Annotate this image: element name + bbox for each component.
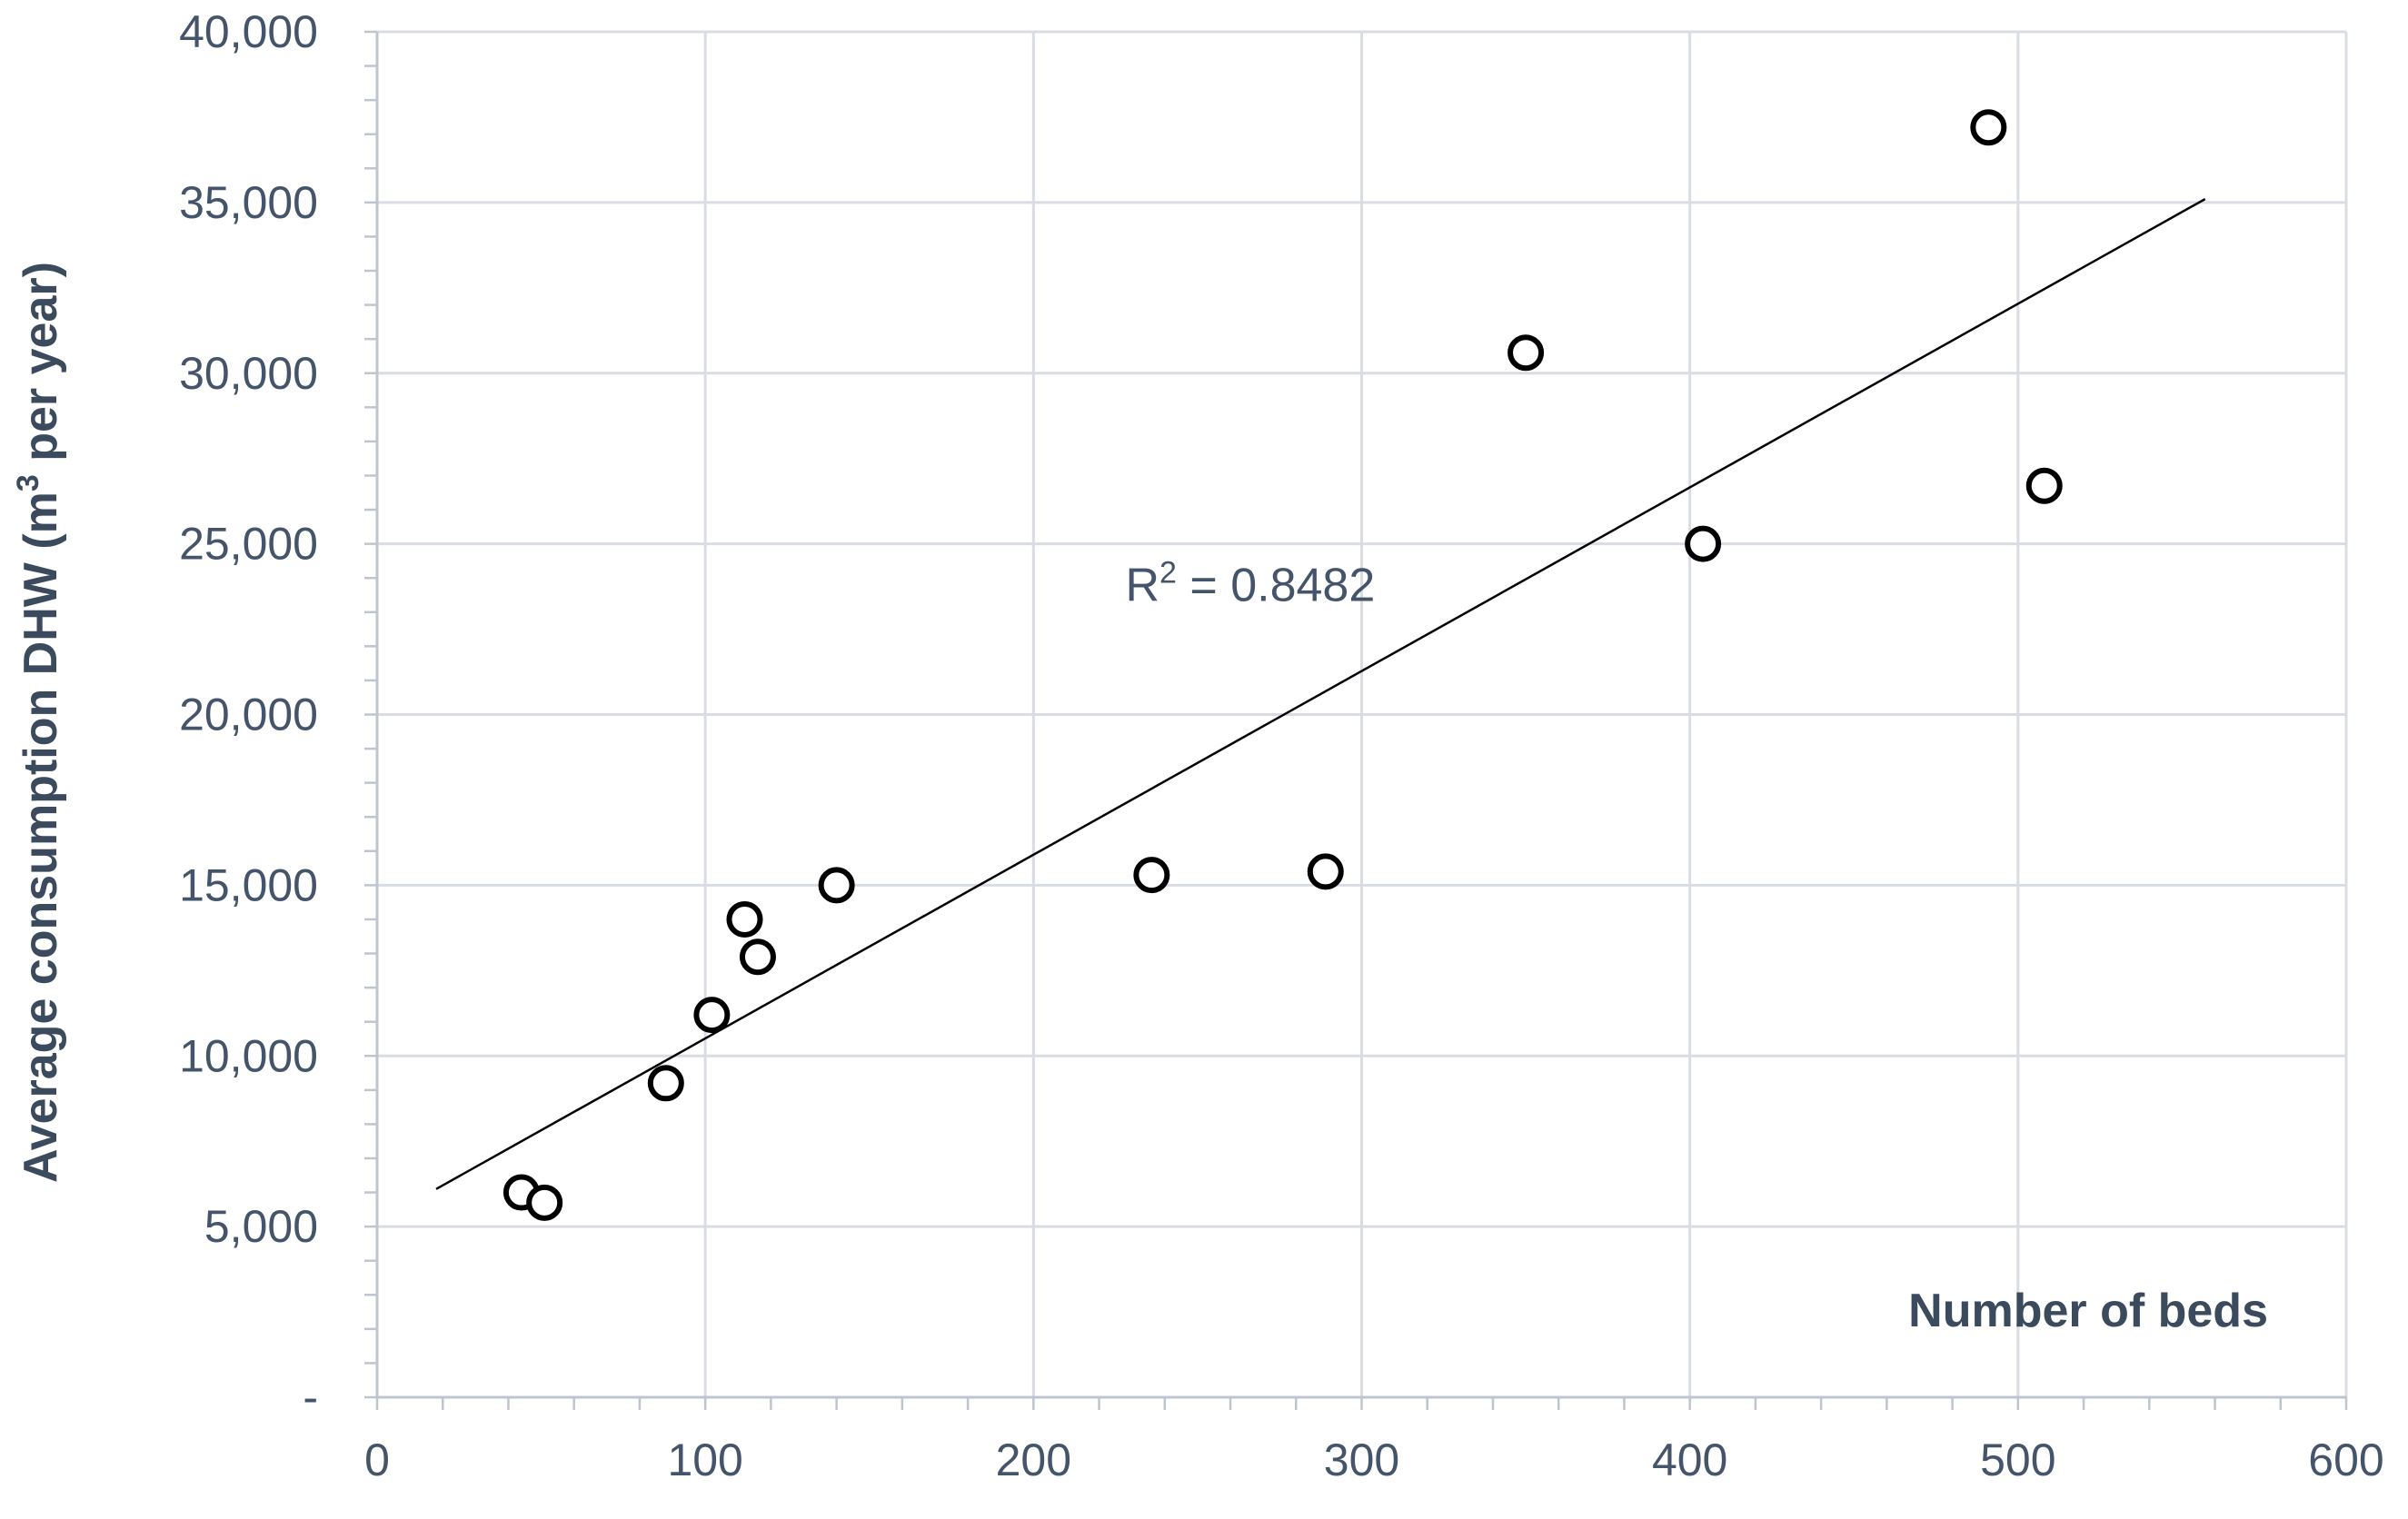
y-tick-label: 40,000 <box>179 6 318 57</box>
x-axis-title: Number of beds <box>1908 1285 2268 1337</box>
y-tick-label: - <box>303 1372 318 1423</box>
y-axis-title-end: per year) <box>15 262 67 474</box>
y-tick-label: 30,000 <box>179 348 318 399</box>
y-tick-label: 20,000 <box>179 690 318 740</box>
data-point <box>693 997 731 1034</box>
data-point <box>1133 857 1170 894</box>
x-tick-label: 600 <box>2308 1435 2383 1485</box>
y-tick-label: 15,000 <box>179 859 318 910</box>
y-tick-label: 10,000 <box>179 1030 318 1081</box>
x-tick-label: 300 <box>1324 1435 1399 1485</box>
y-axis-title: Average consumption DHW (m3 per year) <box>11 262 67 1183</box>
x-tick-label: 500 <box>1980 1435 2055 1485</box>
data-point <box>726 900 763 938</box>
axes <box>364 30 2348 1410</box>
data-point <box>2025 467 2063 504</box>
x-tick-label: 100 <box>667 1435 742 1485</box>
linear-trendline <box>435 198 2206 1190</box>
data-point <box>1507 334 1545 372</box>
y-tick-label: 35,000 <box>179 177 318 228</box>
data-point <box>739 938 776 976</box>
data-point <box>1307 853 1344 890</box>
data-point <box>1970 109 2007 146</box>
y-axis-title-main: Average consumption DHW (m <box>15 491 67 1183</box>
data-point <box>647 1065 684 1102</box>
x-tick-label: 0 <box>364 1435 390 1485</box>
trendline-layer <box>435 198 2206 1190</box>
tick-labels: - 5,000 10,000 15,000 20,000 25,000 30,000 35,0… <box>179 6 2384 1485</box>
data-point <box>1685 525 1722 562</box>
r-squared-annotation: R2 = 0.8482 <box>1125 556 1375 612</box>
x-tick-label: 400 <box>1652 1435 1727 1485</box>
y-tick-label: 5,000 <box>204 1201 318 1252</box>
x-tick-label: 200 <box>996 1435 1071 1485</box>
y-axis-title-superscript: 3 <box>11 474 45 491</box>
data-point <box>526 1184 563 1221</box>
gridlines <box>377 30 2348 1397</box>
r-squared-value: = 0.8482 <box>1177 560 1375 612</box>
r-squared-superscript: 2 <box>1159 556 1177 591</box>
data-points <box>502 109 2063 1221</box>
data-point <box>818 867 855 904</box>
r-squared-prefix: R <box>1125 560 1159 612</box>
y-tick-label: 25,000 <box>179 519 318 570</box>
